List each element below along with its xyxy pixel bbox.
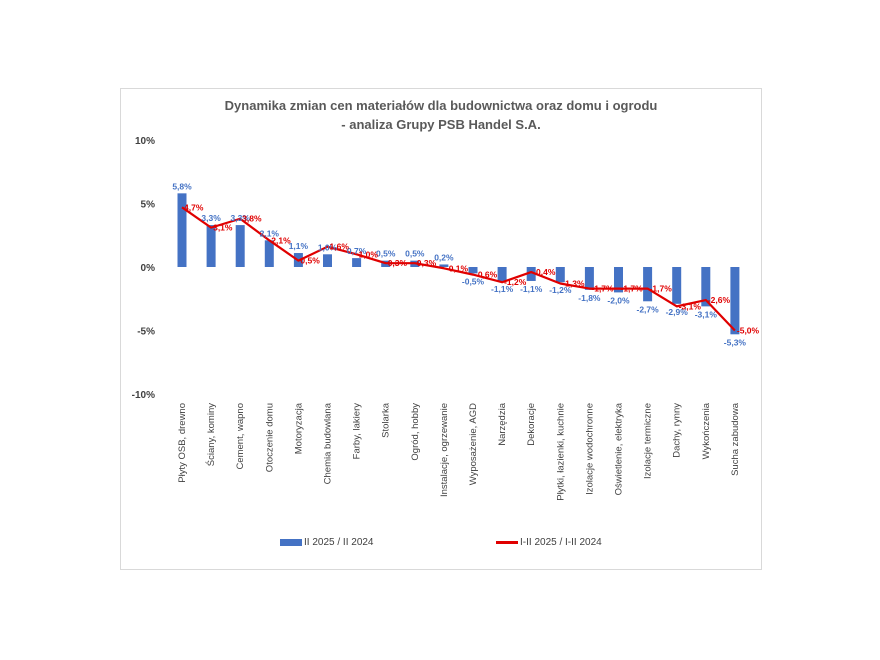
x-tick-label: Płyty OSB, drewno xyxy=(177,403,188,483)
bar-data-label: 3,3% xyxy=(201,213,221,223)
x-tick-label: Dekoracje xyxy=(526,403,537,446)
line-data-label: 0,5% xyxy=(300,256,320,266)
bar-data-label: -5,3% xyxy=(724,337,747,347)
line-data-label: 2,1% xyxy=(271,235,291,245)
chart-area xyxy=(120,88,762,570)
line-data-label: -1,2% xyxy=(504,277,527,287)
line-data-label: -5,0% xyxy=(737,326,760,336)
bar xyxy=(526,267,536,281)
line-data-label: 0,3% xyxy=(417,258,437,268)
x-tick-label: Ściany, kominy xyxy=(205,403,217,466)
chart-subtitle: - analiza Grupy PSB Handel S.A. xyxy=(341,117,541,132)
bar xyxy=(235,225,245,267)
x-axis: Płyty OSB, drewno Ściany, kominy Cement, w… xyxy=(177,402,741,500)
bar-data-label: -2,7% xyxy=(636,304,659,314)
bar-data-label: 5,8% xyxy=(172,181,192,191)
bar-data-label: 0,5% xyxy=(376,249,396,259)
legend-bar-label: II 2025 / II 2024 xyxy=(304,537,374,548)
y-tick-label: -5% xyxy=(137,327,155,338)
y-tick-label: -10% xyxy=(132,390,155,401)
bar xyxy=(439,264,449,267)
x-tick-label: Cement, wapno xyxy=(235,403,246,470)
data-labels: 5,8%3,3% 3,3%2,1%1,1% 1,0% 0,7% 0,5% 0,5% 0,2%… xyxy=(172,181,759,347)
bar-data-label: 1,0% xyxy=(318,242,338,252)
line-data-label: 1,0% xyxy=(359,249,379,259)
x-tick-label: Oświetlenie, elektryka xyxy=(614,402,625,495)
line-data-label: -0,4% xyxy=(533,267,556,277)
line-series xyxy=(181,206,736,332)
x-tick-label: Wyposażenie, AGD xyxy=(468,403,479,485)
bar-data-label: -1,8% xyxy=(578,293,601,303)
bar-data-label: 3,3% xyxy=(231,213,251,223)
x-tick-label: Narzędzia xyxy=(497,402,508,445)
line-data-label: 4,7% xyxy=(184,202,204,212)
line-data-label: -3,1% xyxy=(679,301,702,311)
x-tick-label: Płytki, łazienki, kuchnie xyxy=(555,403,566,501)
x-tick-label: Stolarka xyxy=(381,402,392,438)
line-data-label: -0,1% xyxy=(446,263,469,273)
bar-data-label: -3,1% xyxy=(695,309,718,319)
bar xyxy=(468,267,478,274)
bar xyxy=(643,267,653,302)
x-tick-label: Motoryzacja xyxy=(293,402,304,454)
bar-data-label: 0,2% xyxy=(434,252,454,262)
series-line xyxy=(181,206,736,332)
chart-title: Dynamika zmian cen materiałów dla budown… xyxy=(224,98,658,113)
bar xyxy=(672,267,682,304)
bar-data-label: -0,5% xyxy=(462,276,485,286)
x-tick-label: Chemia budowlana xyxy=(323,402,334,484)
x-tick-label: Izolacje termiczne xyxy=(643,403,654,479)
bar xyxy=(555,267,565,283)
line-data-label: -1,7% xyxy=(650,284,673,294)
legend-line-swatch xyxy=(496,541,518,544)
line-data-label: 3,1% xyxy=(213,223,233,233)
bar-data-label: -2,0% xyxy=(607,295,630,305)
bar-data-label: -1,1% xyxy=(491,284,514,294)
bar-data-label: 0,7% xyxy=(347,246,367,256)
bar xyxy=(614,267,623,293)
bar xyxy=(352,258,362,267)
legend-line-label: I-II 2025 / I-II 2024 xyxy=(520,537,602,548)
legend-item-bar: II 2025 / II 2024 xyxy=(280,537,374,548)
bar xyxy=(497,267,507,281)
bar-data-label: 2,1% xyxy=(260,228,280,238)
x-tick-label: Instalacje, ogrzewanie xyxy=(439,403,450,497)
bar xyxy=(177,193,187,267)
line-data-label: -0,6% xyxy=(475,270,498,280)
x-tick-label: Farby, lakiery xyxy=(352,403,363,460)
bar-data-label: -2,9% xyxy=(666,307,689,317)
bar xyxy=(264,240,274,267)
line-data-label: 3,8% xyxy=(242,214,262,224)
y-axis: -10% -5% 0% 5% 10% xyxy=(132,136,155,401)
bar xyxy=(701,267,711,307)
y-tick-label: 10% xyxy=(135,136,155,147)
bar-data-label: 0,5% xyxy=(405,249,425,259)
bar-data-label: -1,1% xyxy=(520,284,543,294)
bar-data-label: 1,1% xyxy=(289,241,309,251)
x-tick-label: Dachy, rynny xyxy=(672,403,683,458)
legend-item-line: I-II 2025 / I-II 2024 xyxy=(496,537,602,548)
chart-title-block: Dynamika zmian cen materiałów dla budown… xyxy=(120,96,762,134)
line-data-label: -1,7% xyxy=(591,284,614,294)
x-tick-label: Ogród, hobby xyxy=(410,403,421,461)
legend-bar-swatch xyxy=(280,539,302,546)
line-data-label: -1,3% xyxy=(562,279,585,289)
bar xyxy=(584,267,594,290)
y-tick-label: 5% xyxy=(141,200,156,211)
y-tick-label: 0% xyxy=(141,263,156,274)
line-data-label: -2,6% xyxy=(708,295,731,305)
bar-data-label: -1,2% xyxy=(549,285,572,295)
x-tick-label: Wykończenia xyxy=(701,402,712,459)
line-data-label: 0,3% xyxy=(388,258,408,268)
x-tick-label: Sucha zabudowa xyxy=(730,402,741,476)
bar xyxy=(323,254,332,267)
line-data-label: -1,7% xyxy=(621,284,644,294)
x-tick-label: Otoczenie domu xyxy=(264,403,275,472)
bar xyxy=(730,267,740,335)
x-tick-label: Izolacje wodochronne xyxy=(584,403,595,495)
line-data-label: 1,6% xyxy=(330,242,350,252)
bar xyxy=(206,225,216,267)
